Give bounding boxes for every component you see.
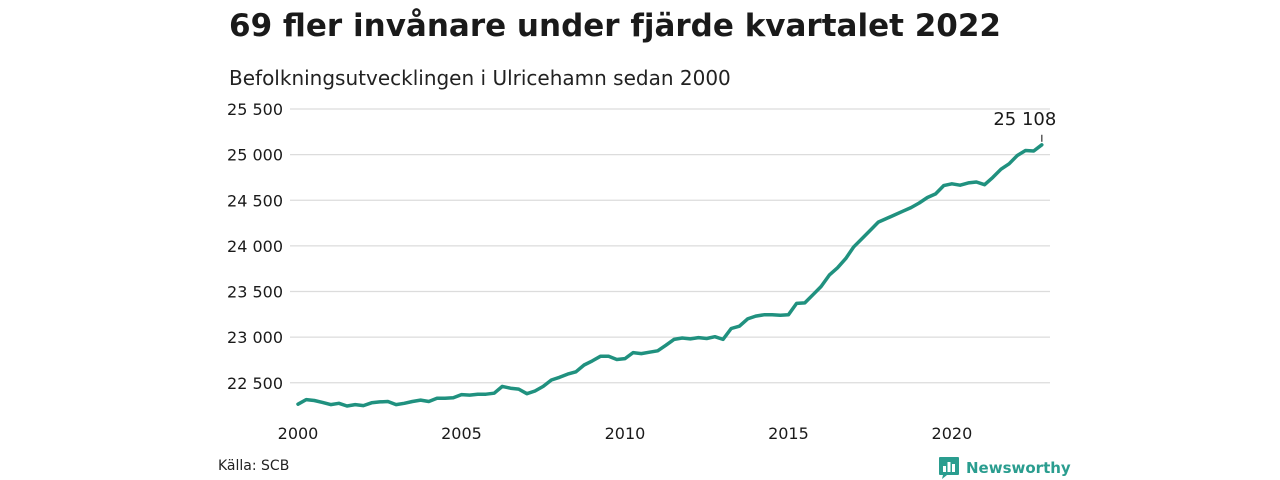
brand-name: Newsworthy: [966, 459, 1071, 477]
x-tick-label: 2015: [768, 424, 809, 443]
x-tick-label: 2000: [278, 424, 319, 443]
brand-logo: Newsworthy: [938, 456, 1071, 480]
x-tick-label: 2005: [441, 424, 482, 443]
y-tick-label: 25 500: [227, 100, 283, 119]
series-line: [296, 143, 1044, 408]
x-axis-tick-labels: 2000 2005 2010 2015 2020: [278, 424, 973, 443]
page-title: 69 fler invånare under fjärde kvartalet …: [229, 8, 1002, 44]
y-gridlines: [290, 108, 1050, 384]
y-tick-label: 24 000: [227, 237, 283, 256]
y-tick-label: 22 500: [227, 374, 283, 393]
y-tick-label: 23 500: [227, 283, 283, 302]
y-tick-label: 23 000: [227, 328, 283, 347]
y-axis-tick-labels: 22 500 23 000 23 500 24 000 24 500 25 000 25 5…: [227, 100, 283, 393]
y-tick-label: 24 500: [227, 191, 283, 210]
x-tick-label: 2010: [605, 424, 646, 443]
page-subtitle: Befolkningsutvecklingen i Ulricehamn sed…: [229, 66, 731, 90]
bar-chart-icon: [939, 457, 959, 479]
x-tick-label: 2020: [932, 424, 973, 443]
annotation-label: 25 108: [993, 109, 1056, 130]
source-note: Källa: SCB: [218, 458, 290, 474]
y-tick-label: 25 000: [227, 146, 283, 165]
